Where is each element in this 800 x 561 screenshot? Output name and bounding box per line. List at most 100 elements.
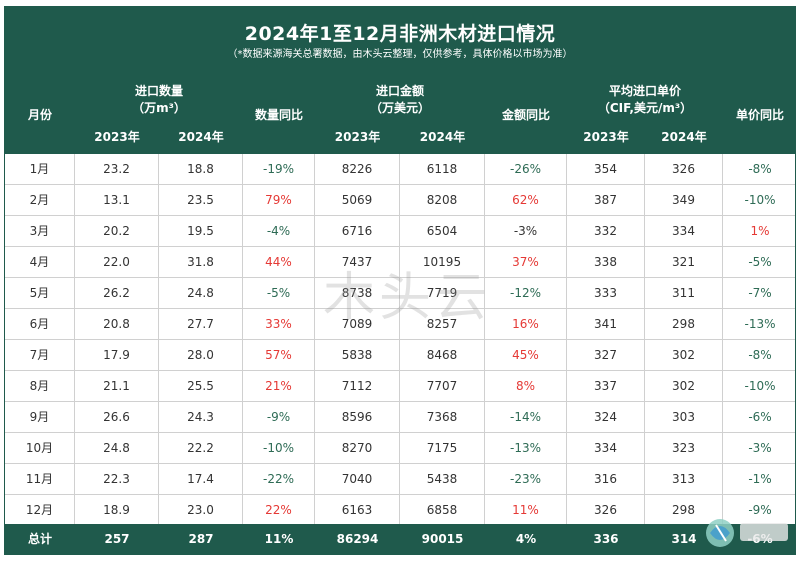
- header-amt-line1: 进口金额: [375, 84, 424, 98]
- table-row: 6月 20.8 27.7 33% 7089 8257 16% 341 298 -13%: [5, 309, 795, 340]
- header-price-2023: 2023年: [583, 130, 629, 144]
- price-2023-cell: 324: [567, 402, 645, 433]
- price-2023-cell: 316: [567, 464, 645, 495]
- table-header: 2024年1至12月非洲木材进口情况 （*数据来源海关总署数据，由木头云整理，仅…: [5, 7, 795, 154]
- amt-2023-cell: 5838: [315, 340, 400, 371]
- qty-2024-cell: 23.5: [159, 185, 243, 216]
- table-row: 2月 13.1 23.5 79% 5069 8208 62% 387 349 -10%: [5, 185, 795, 216]
- qty-2024-cell: 24.8: [159, 278, 243, 309]
- qty-2024-cell: 17.4: [159, 464, 243, 495]
- price-2023-cell: 334: [567, 433, 645, 464]
- qty-2023-cell: 17.9: [75, 340, 159, 371]
- month-cell: 2月: [5, 185, 75, 216]
- amt-yoy-cell: -14%: [485, 402, 567, 433]
- qty-2023-cell: 21.1: [75, 371, 159, 402]
- amt-2023-cell: 8270: [315, 433, 400, 464]
- amt-2024-cell: 8257: [400, 309, 485, 340]
- price-yoy-cell: -10%: [744, 193, 776, 207]
- amt-2024-cell: 10195: [400, 247, 485, 278]
- price-2024-cell: 313: [645, 464, 723, 495]
- total-qty-yoy: 11%: [264, 532, 294, 546]
- qty-yoy-cell: -19%: [243, 154, 315, 185]
- header-qty-line1: 进口数量: [134, 84, 183, 98]
- qty-2023-cell: 26.6: [75, 402, 159, 433]
- amt-2024-cell: 6858: [400, 495, 485, 526]
- amt-2023-cell: 5069: [315, 185, 400, 216]
- amt-yoy-cell: 16%: [485, 309, 567, 340]
- page-subtitle: （*数据来源海关总署数据，由木头云整理，仅供参考，具体价格以市场为准）: [227, 49, 573, 60]
- header-amt-yoy: 金额同比: [501, 108, 550, 122]
- qty-2023-cell: 24.8: [75, 433, 159, 464]
- total-price-2023: 336: [593, 532, 619, 546]
- price-yoy-cell: -6%: [748, 410, 772, 424]
- price-2023-cell: 327: [567, 340, 645, 371]
- amt-yoy-cell: -26%: [485, 154, 567, 185]
- header-price-line2: （CIF,美元/m³）: [597, 101, 693, 115]
- qty-2024-cell: 22.2: [159, 433, 243, 464]
- price-2024-cell: 326: [645, 154, 723, 185]
- price-2024-cell: 311: [645, 278, 723, 309]
- watermark: 木头云: [323, 268, 492, 328]
- price-2024-cell: 298: [645, 309, 723, 340]
- total-amt-2024: 90015: [421, 532, 464, 546]
- month-cell: 10月: [5, 433, 75, 464]
- table-row: 5月 26.2 24.8 -5% 8738 7719 -12% 333 311 -7%: [5, 278, 795, 309]
- price-2023-cell: 332: [567, 216, 645, 247]
- month-cell: 7月: [5, 340, 75, 371]
- table-frame: 2024年1至12月非洲木材进口情况 （*数据来源海关总署数据，由木头云整理，仅…: [4, 6, 796, 555]
- qty-2023-cell: 13.1: [75, 185, 159, 216]
- price-2024-cell: 303: [645, 402, 723, 433]
- header-qty-line2: （万m³）: [132, 101, 186, 115]
- amt-yoy-cell: 62%: [485, 185, 567, 216]
- amt-2024-cell: 7368: [400, 402, 485, 433]
- qty-2024-cell: 27.7: [159, 309, 243, 340]
- header-price-2024: 2024年: [661, 130, 707, 144]
- amt-2023-cell: 7040: [315, 464, 400, 495]
- month-cell: 6月: [5, 309, 75, 340]
- qty-yoy-cell: -22%: [243, 464, 315, 495]
- amt-2024-cell: 5438: [400, 464, 485, 495]
- amt-2024-cell: 6118: [400, 154, 485, 185]
- price-2024-cell: 349: [645, 185, 723, 216]
- table-row: 12月 18.9 23.0 22% 6163 6858 11% 326 298 -9%: [5, 495, 795, 526]
- amt-yoy-cell: -3%: [485, 216, 567, 247]
- qty-yoy-cell: -9%: [243, 402, 315, 433]
- price-yoy-cell: 1%: [750, 224, 770, 238]
- qty-2024-cell: 25.5: [159, 371, 243, 402]
- price-yoy-cell: -8%: [748, 162, 772, 176]
- header-qty-2023: 2023年: [94, 130, 140, 144]
- table-row: 10月 24.8 22.2 -10% 8270 7175 -13% 334 323 -3%: [5, 433, 795, 464]
- total-price-2024: 314: [671, 532, 697, 546]
- table-row: 9月 26.6 24.3 -9% 8596 7368 -14% 324 303 -6%: [5, 402, 795, 433]
- month-cell: 11月: [5, 464, 75, 495]
- price-2024-cell: 323: [645, 433, 723, 464]
- amt-2023-cell: 8596: [315, 402, 400, 433]
- total-amt-yoy: 4%: [515, 532, 537, 546]
- price-yoy-cell: -10%: [744, 379, 776, 393]
- price-2023-cell: 387: [567, 185, 645, 216]
- price-2024-cell: 302: [645, 371, 723, 402]
- month-cell: 8月: [5, 371, 75, 402]
- month-cell: 1月: [5, 154, 75, 185]
- qty-2023-cell: 22.3: [75, 464, 159, 495]
- qty-2024-cell: 28.0: [159, 340, 243, 371]
- price-2024-cell: 321: [645, 247, 723, 278]
- qty-2023-cell: 22.0: [75, 247, 159, 278]
- amt-2024-cell: 7707: [400, 371, 485, 402]
- amt-2024-cell: 7719: [400, 278, 485, 309]
- page-title: 2024年1至12月非洲木材进口情况: [244, 23, 556, 45]
- month-cell: 12月: [5, 495, 75, 526]
- qty-2024-cell: 23.0: [159, 495, 243, 526]
- amt-2023-cell: 6716: [315, 216, 400, 247]
- qty-2024-cell: 31.8: [159, 247, 243, 278]
- qty-2023-cell: 26.2: [75, 278, 159, 309]
- table-row: 1月 23.2 18.8 -19% 8226 6118 -26% 354 326 -8%: [5, 154, 795, 185]
- table-row: 7月 17.9 28.0 57% 5838 8468 45% 327 302 -8%: [5, 340, 795, 371]
- brand-logo-icon: [706, 519, 788, 547]
- price-2024-cell: 334: [645, 216, 723, 247]
- qty-2023-cell: 18.9: [75, 495, 159, 526]
- price-2023-cell: 333: [567, 278, 645, 309]
- header-price-line1: 平均进口单价: [608, 84, 681, 98]
- qty-yoy-cell: 79%: [243, 185, 315, 216]
- qty-yoy-cell: -10%: [243, 433, 315, 464]
